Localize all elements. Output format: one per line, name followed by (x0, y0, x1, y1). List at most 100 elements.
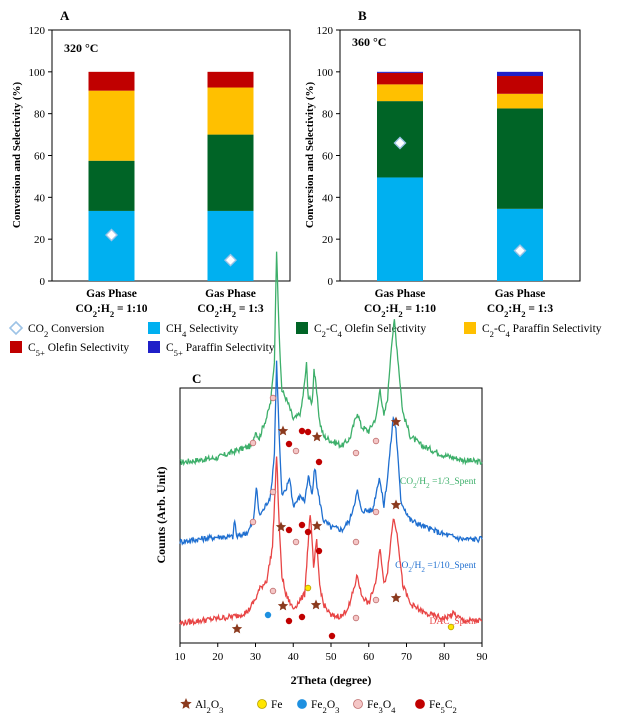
panel-b-letter: B (358, 8, 367, 23)
panel-a-category-line1: Gas Phase (86, 288, 137, 300)
legend-fe3o4-label: Fe3O4 (367, 699, 396, 715)
xrd-pattern-label-1-part: 2 (408, 566, 412, 574)
panel-a-bar-olefin_c5-1 (207, 71, 254, 88)
xrd-pattern-label-0-part: 2 (426, 482, 430, 490)
fe5c2-marker (315, 547, 323, 555)
panel-b-category-line2-part: CO (487, 303, 504, 315)
panel-b-bar-paraffin_c2c4-0 (377, 84, 423, 102)
xrd-pattern-label-1-part: /H (412, 561, 422, 571)
panel-b-bar-paraffin_c5-1 (497, 71, 543, 77)
fe2o3-marker (264, 611, 272, 619)
al2o3-marker (390, 499, 402, 510)
legend-co2-swatch (8, 320, 24, 336)
panel-c-x-tick-label: 60 (363, 651, 375, 663)
fe5c2-marker (315, 458, 323, 466)
panel-b-category-line2-part: CO (364, 303, 381, 315)
legend-fe3o4-label-part: O (383, 699, 391, 711)
legend-al2o3-label-part: 3 (219, 705, 223, 715)
panel-a-y-tick-label: 60 (34, 151, 46, 163)
legend-ch4-swatch (148, 322, 160, 334)
xrd-pattern-label-1-part: 2 (421, 566, 425, 574)
panel-b-category-line2-part: 2 (521, 309, 525, 319)
panel-a-category-line2-part: = 1:10 (114, 303, 148, 315)
al2o3-marker (231, 623, 243, 634)
legend-fe2o3-label-part: 3 (335, 705, 339, 715)
panel-a-bar-olefin_c5-0 (88, 71, 135, 91)
panel-b-y-label: Conversion and Selectivity (%) (304, 81, 316, 228)
panel-b-bar-olefin_c2c4-1 (497, 108, 543, 209)
legend-paraffin_c2c4-swatch (464, 322, 476, 334)
fe3o4-marker (372, 437, 380, 445)
fe3o4-marker (292, 538, 300, 546)
legend-paraffin_c5-label-part: Paraffin Selectivity (183, 342, 275, 354)
fe3o4-marker (372, 508, 380, 516)
fe-marker (447, 623, 455, 631)
fe3o4-marker (372, 596, 380, 604)
xrd-pattern-label-0-part: CO (400, 477, 413, 487)
legend-olefin_c2c4-label-part: C (314, 323, 322, 335)
al2o3-marker (311, 431, 323, 442)
panel-a-bar-ch4-0 (88, 210, 135, 281)
panel-a-bar-olefin_c2c4-1 (207, 134, 254, 211)
legend-olefin_c2c4-label-part: -C (326, 323, 338, 335)
panel-a-co2-marker-1 (224, 253, 237, 267)
legend-paraffin_c2c4-label-part: -C (494, 323, 506, 335)
panel-a-category-line2-part: = 1:3 (236, 303, 264, 315)
fe3o4-marker (269, 488, 277, 496)
legend-fe5c2-label-part: 2 (452, 705, 456, 715)
panel-c-phase-markers (231, 394, 455, 640)
legend-fe3o4-label-part: Fe (367, 699, 379, 711)
xrd-pattern-label-0-part: 2 (413, 482, 417, 490)
legend-fe5c2-swatch (415, 699, 425, 709)
legend-co2-label-part: 2 (44, 329, 48, 339)
legend-olefin_c5-label-part: C (28, 342, 36, 354)
panel-b-y-tick-label: 60 (322, 151, 334, 163)
legend-fe3o4-swatch (353, 699, 363, 709)
panel-a-y-tick-label: 40 (34, 192, 46, 204)
legend-olefin_c5-swatch (10, 341, 22, 353)
panel-a-bar-ch4-1 (207, 210, 254, 281)
fe5c2-marker (298, 427, 306, 435)
legend-paraffin_c5-swatch (148, 341, 160, 353)
panel-a-co2-marker-0 (105, 228, 118, 242)
legend-ch4-label-part: 4 (182, 329, 187, 339)
panel-a-letter: A (60, 8, 70, 23)
legend-olefin_c2c4-label-part: Olefin Selectivity (342, 323, 427, 335)
panel-c-x-tick-label: 10 (175, 651, 187, 663)
fe3o4-marker (352, 614, 360, 622)
panel-c-letter: C (192, 371, 201, 386)
panel-a-y-label: Conversion and Selectivity (%) (11, 81, 23, 228)
panel-c-x-tick-label: 30 (250, 651, 262, 663)
panel-a-bar-paraffin_c2c4-1 (207, 87, 254, 135)
fe3o4-marker (249, 518, 257, 526)
legend-fe3o4-label-part: 3 (379, 705, 383, 715)
panel-b-y-tick-label: 20 (322, 234, 334, 246)
panel-b-y-ticks: 0 20 40 60 80 100 120 (317, 25, 340, 288)
panel-c-x-tick-label: 90 (477, 651, 489, 663)
legend-fe2o3-label: Fe2O3 (311, 699, 339, 715)
legend-olefin_c5-label: C5+ Olefin Selectivity (28, 342, 129, 358)
legend-fe5c2-label-part: 5 (441, 705, 445, 715)
panel-a-frame (51, 29, 291, 282)
al2o3-marker (390, 592, 402, 603)
panel-b-category-line2: CO2:H2 = 1:3 (487, 303, 554, 319)
panel-b-category-line2-part: :H (386, 303, 399, 315)
panel-b-y-tick-label: 120 (317, 25, 334, 37)
legend-fe3o4-label-part: 4 (391, 705, 396, 715)
legend-olefin_c5-label-part: Olefin Selectivity (45, 342, 130, 354)
fe3o4-marker (269, 587, 277, 595)
legend-paraffin_c2c4-label-part: 4 (505, 329, 510, 339)
panel-b-y-tick-label: 100 (317, 67, 334, 79)
fe3o4-marker (269, 394, 277, 402)
legend-co2-label-part: CO (28, 323, 44, 335)
phase-legend: Al2O3 Fe Fe2O3 Fe3O4 Fe5C2 (180, 698, 457, 715)
legend-fe2o3-swatch (297, 699, 307, 709)
panel-a-category-line2-part: 2 (215, 309, 219, 319)
legend-al2o3-label-part: O (211, 699, 219, 711)
panel-a-category-line2-part: 2 (110, 309, 114, 319)
legend-paraffin_c2c4-label-part: Paraffin Selectivity (510, 323, 602, 335)
legend-paraffin_c2c4-label: C2-C4 Paraffin Selectivity (482, 323, 602, 339)
panel-a-category-line1: Gas Phase (205, 288, 256, 300)
